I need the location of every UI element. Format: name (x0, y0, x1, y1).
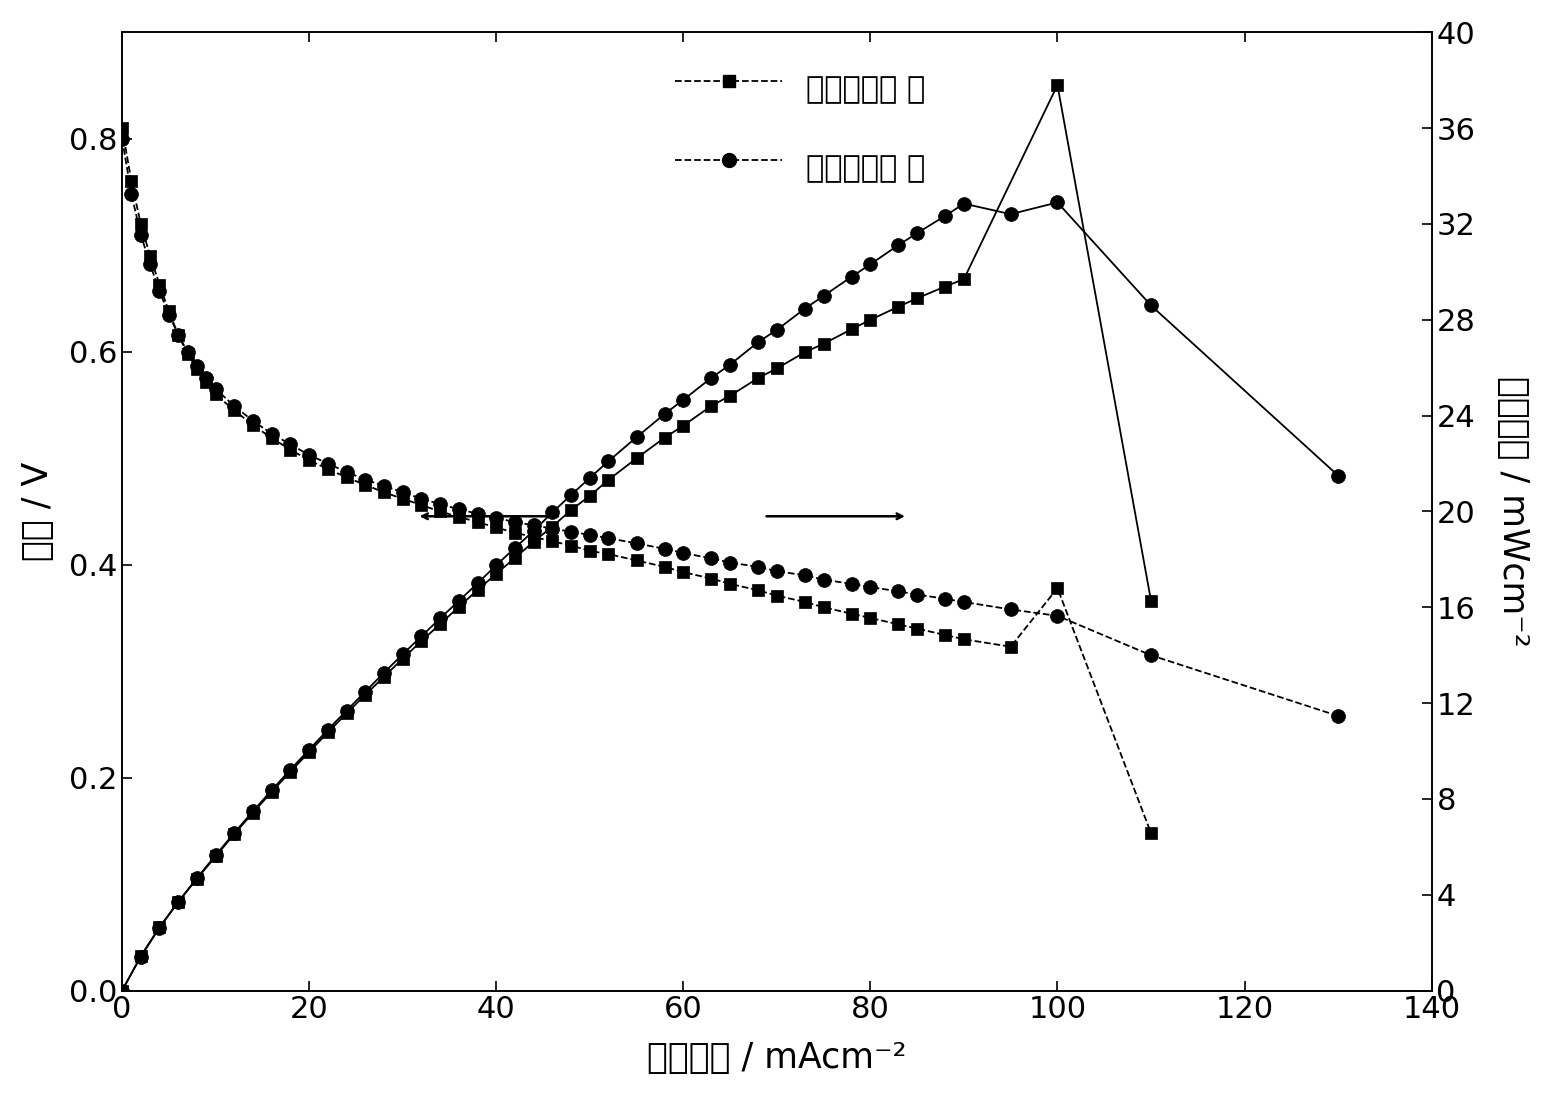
Legend: 单微孔层阴 极, 双微孔层阴 极: 单微孔层阴 极, 双微孔层阴 极 (662, 52, 938, 205)
Y-axis label: 电压 / V: 电压 / V (20, 461, 54, 561)
Y-axis label: 功率密度 / mWcm⁻²: 功率密度 / mWcm⁻² (1497, 376, 1531, 647)
X-axis label: 电流密度 / mAcm⁻²: 电流密度 / mAcm⁻² (647, 1041, 907, 1075)
